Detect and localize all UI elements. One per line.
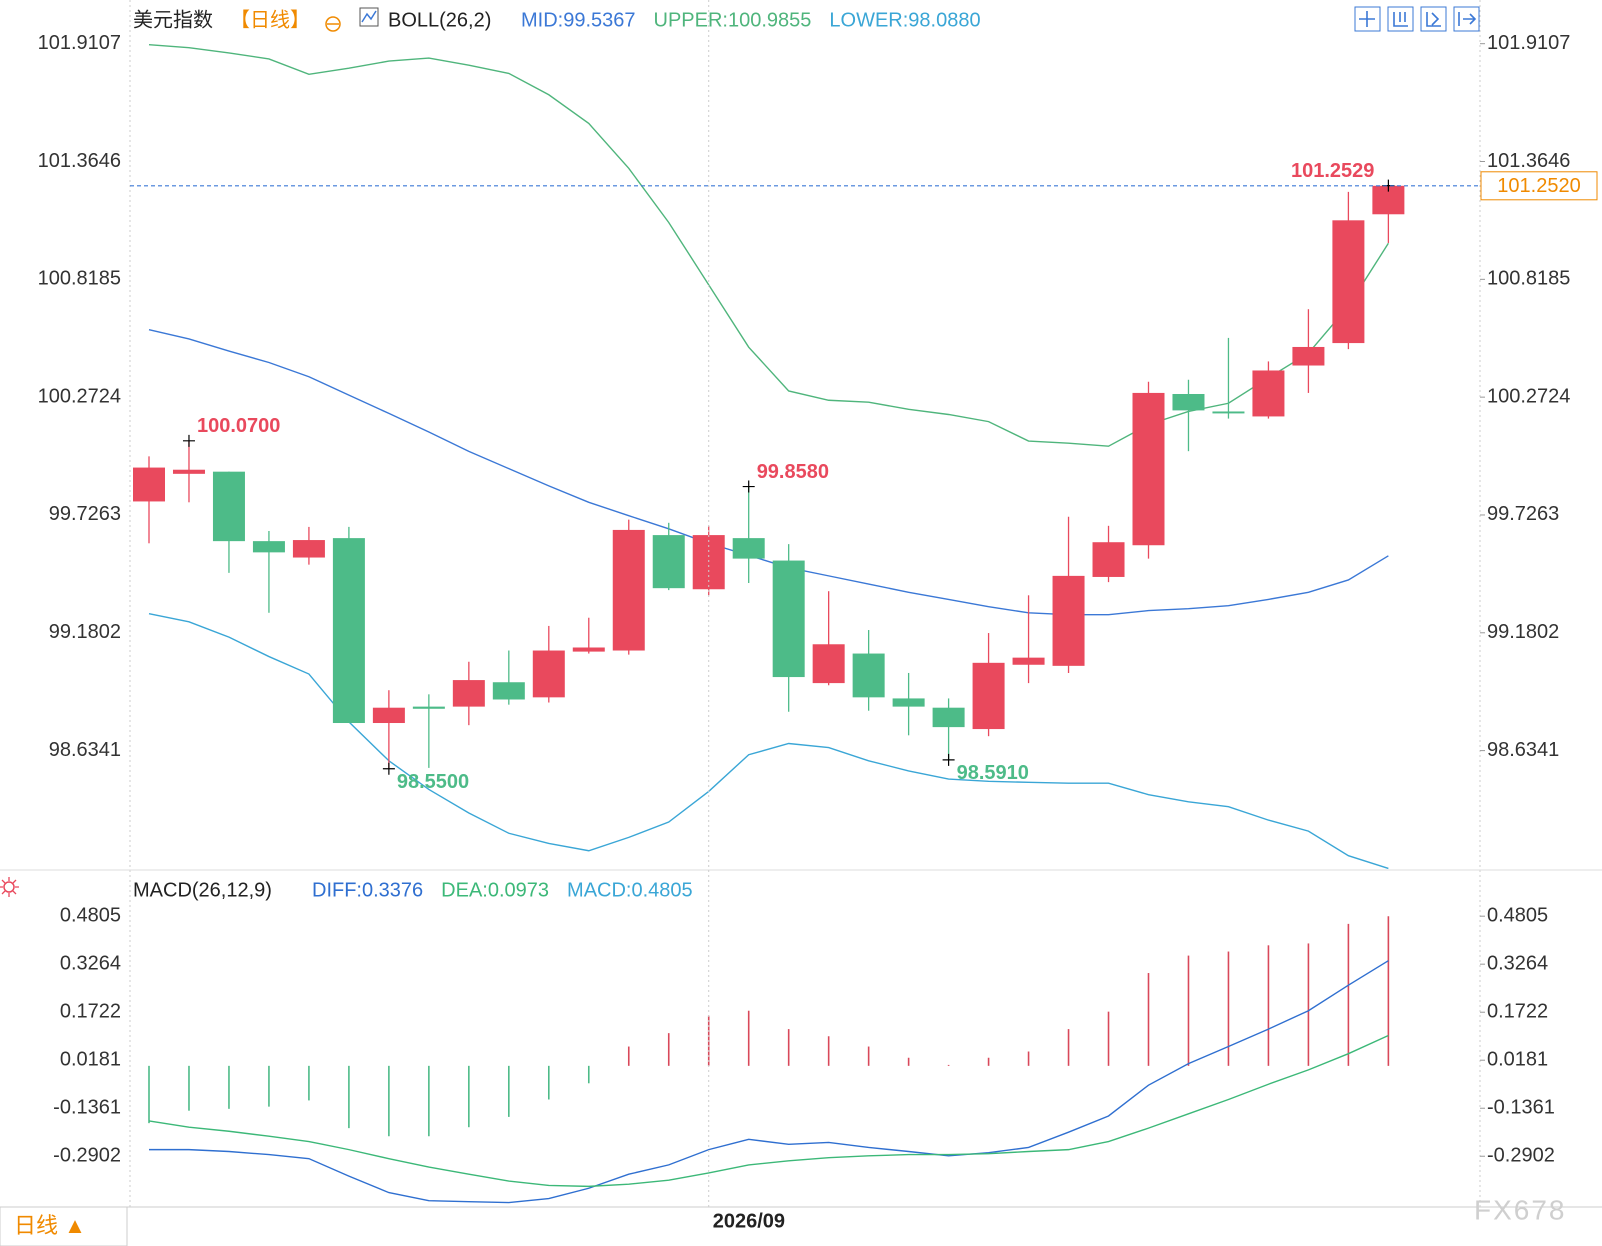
candle-body <box>1172 393 1205 411</box>
candle-body <box>772 560 805 678</box>
y-tick-label-left: 0.3264 <box>60 952 121 974</box>
y-tick-label-left: 98.6341 <box>49 739 121 761</box>
extreme-label: 100.0700 <box>197 415 280 437</box>
tool-button[interactable] <box>1453 6 1480 32</box>
candle-body <box>133 467 165 502</box>
candle-body <box>372 707 405 724</box>
y-tick-label-right: 100.8185 <box>1487 268 1570 290</box>
candle-body <box>1012 657 1045 665</box>
period-tab[interactable] <box>0 1206 128 1246</box>
collapse-icon[interactable] <box>325 16 341 32</box>
extreme-label: 101.2529 <box>1291 160 1374 182</box>
y-tick-label-right: 0.1722 <box>1487 1000 1548 1022</box>
candle-body <box>1332 220 1365 344</box>
y-tick-label-right: 101.9107 <box>1487 32 1570 54</box>
candle-body <box>212 471 245 542</box>
candle-body <box>252 541 285 553</box>
series-line <box>148 1034 1389 1188</box>
y-tick-label-right: 99.7263 <box>1487 503 1559 525</box>
macd-sun-icon[interactable] <box>0 877 19 897</box>
candle-body <box>172 469 205 474</box>
extreme-label: 99.8580 <box>757 461 829 483</box>
series-line <box>149 960 1389 1204</box>
y-tick-label-right: 101.3646 <box>1487 150 1570 172</box>
candle-body <box>652 535 685 589</box>
tool-button[interactable] <box>1354 6 1381 32</box>
y-tick-label-left: 0.0181 <box>60 1048 121 1070</box>
candle-body <box>572 647 605 652</box>
candle-body <box>412 706 445 709</box>
legend-entry: MACD:0.4805 <box>567 879 693 901</box>
y-tick-label-right: 99.1802 <box>1487 621 1559 643</box>
y-tick-label-right: 0.4805 <box>1487 904 1548 926</box>
indicator-name: BOLL(26,2) <box>388 9 491 31</box>
candle-body <box>492 682 525 700</box>
y-tick-label-left: 101.9107 <box>38 32 121 54</box>
extreme-label: 98.5910 <box>957 762 1029 784</box>
candle-body <box>1212 411 1245 414</box>
extreme-label: 98.5500 <box>397 771 469 793</box>
legend-entry: DEA:0.0973 <box>441 879 549 901</box>
candle-body <box>532 650 565 698</box>
y-tick-label-right: 0.0181 <box>1487 1048 1548 1070</box>
extreme-marker <box>182 434 195 447</box>
y-tick-label-left: 101.3646 <box>38 150 121 172</box>
legend-entry: UPPER:100.9855 <box>654 9 812 31</box>
tool-glyphs <box>1359 11 1477 27</box>
period-label: 【日线】 <box>230 8 310 31</box>
legend-entry: DIFF:0.3376 <box>312 879 423 901</box>
y-tick-label-left: 99.7263 <box>49 503 121 525</box>
legend-entry: LOWER:98.0880 <box>829 9 980 31</box>
candle-body <box>812 644 845 684</box>
y-tick-label-left: -0.2902 <box>53 1145 121 1167</box>
y-tick-label-right: 0.3264 <box>1487 952 1548 974</box>
extreme-marker <box>742 480 755 493</box>
watermark: FX678 <box>1474 1194 1567 1225</box>
indicator-icon[interactable] <box>359 7 379 27</box>
legend-entry: MID:99.5367 <box>521 9 636 31</box>
candle-body <box>1052 575 1085 666</box>
series-line <box>148 329 1389 616</box>
candle-body <box>972 662 1005 730</box>
y-tick-label-right: -0.2902 <box>1487 1145 1555 1167</box>
y-tick-label-left: 99.1802 <box>49 621 121 643</box>
series-line <box>148 612 1389 870</box>
candle-body <box>892 698 925 707</box>
extreme-marker <box>382 762 395 775</box>
last-price-label: 101.2520 <box>1497 175 1580 197</box>
candle-body <box>1092 542 1125 577</box>
tool-button[interactable] <box>1420 6 1447 32</box>
candle-body <box>612 529 645 651</box>
y-tick-label-right: 100.2724 <box>1487 385 1570 407</box>
series-line <box>148 43 1389 447</box>
y-tick-label-left: 100.8185 <box>38 268 121 290</box>
candle-body <box>1252 370 1285 417</box>
candle-body <box>1132 392 1165 546</box>
candle-body <box>292 540 325 558</box>
indicator-icon-line <box>361 10 377 23</box>
y-tick-label-right: -0.1361 <box>1487 1097 1555 1119</box>
sun-icon <box>3 881 15 893</box>
y-tick-label-left: 0.1722 <box>60 1000 121 1022</box>
last-price-box <box>1480 171 1598 201</box>
candle-body <box>332 538 365 724</box>
y-tick-label-left: 0.4805 <box>60 904 121 926</box>
toolbar <box>1354 6 1480 32</box>
candle-body <box>852 653 885 698</box>
candle-body <box>1292 346 1325 366</box>
candle-body <box>932 707 965 728</box>
sun-rays <box>0 877 19 897</box>
extreme-marker <box>942 753 955 766</box>
period-tab-label[interactable]: 日线 ▲ <box>14 1213 86 1238</box>
title: 美元指数 <box>133 8 213 31</box>
candle-body <box>732 538 765 559</box>
macd-title: MACD(26,12,9) <box>133 879 272 901</box>
y-tick-label-right: 98.6341 <box>1487 739 1559 761</box>
y-tick-label-left: -0.1361 <box>53 1097 121 1119</box>
x-tick-label: 2026/09 <box>713 1210 785 1232</box>
tool-button[interactable] <box>1387 6 1414 32</box>
y-tick-label-left: 100.2724 <box>38 385 121 407</box>
candle-body <box>452 680 485 707</box>
